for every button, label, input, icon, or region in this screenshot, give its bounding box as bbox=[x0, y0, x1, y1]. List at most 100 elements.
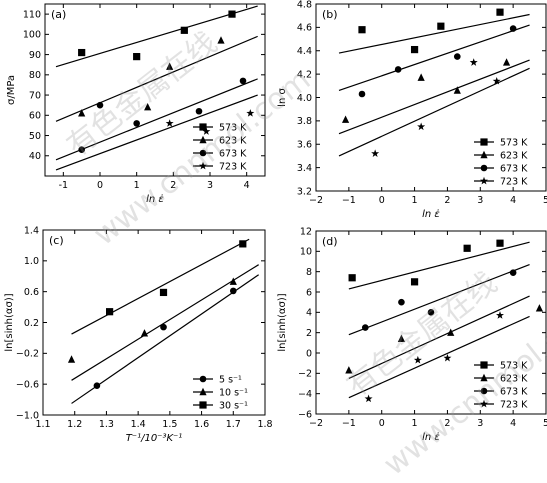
data-point-circle bbox=[96, 101, 104, 109]
x-tick-label: −1 bbox=[342, 418, 356, 429]
x-tick-label: 4 bbox=[244, 180, 250, 191]
y-tick-label: 100 bbox=[23, 30, 41, 41]
y-tick-label: 4.0 bbox=[297, 93, 312, 104]
data-point-triangle bbox=[199, 387, 207, 396]
panel-label: (a) bbox=[51, 8, 66, 21]
y-tick-label: 70 bbox=[29, 90, 41, 101]
fit-line bbox=[348, 263, 530, 336]
fit-line bbox=[55, 78, 258, 161]
fit-line bbox=[348, 241, 530, 290]
data-point-triangle bbox=[480, 150, 488, 159]
data-point-triangle bbox=[78, 109, 86, 117]
plot-frame bbox=[44, 3, 266, 177]
x-tick-label: −2 bbox=[309, 195, 323, 206]
fit-line bbox=[71, 264, 259, 381]
legend-label: 723 K bbox=[500, 400, 528, 411]
legend-label: 623 K bbox=[500, 151, 528, 162]
data-point-square bbox=[106, 308, 114, 316]
data-point-circle bbox=[509, 269, 517, 276]
data-point-square bbox=[239, 240, 247, 248]
legend-label: 573 K bbox=[500, 361, 528, 372]
data-point-star bbox=[417, 122, 426, 131]
y-axis-label: ln σ bbox=[277, 88, 288, 107]
x-tick-label: 3 bbox=[207, 180, 213, 191]
data-point-circle bbox=[480, 387, 488, 395]
data-point-square bbox=[78, 48, 86, 57]
y-axis-label: ln[sinh(ασ)] bbox=[277, 293, 288, 351]
fit-line bbox=[348, 295, 530, 379]
legend-label: 673 K bbox=[500, 164, 528, 175]
panel-label: (b) bbox=[322, 8, 338, 21]
data-point-star bbox=[492, 76, 501, 85]
data-point-square bbox=[180, 26, 188, 34]
x-tick-label: 2 bbox=[444, 418, 450, 429]
data-point-square bbox=[496, 8, 504, 16]
y-tick-label: 40 bbox=[29, 151, 41, 162]
y-tick-label: 12 bbox=[300, 226, 312, 237]
data-point-triangle bbox=[140, 329, 149, 337]
data-point-star bbox=[202, 127, 211, 135]
y-tick-label: −0.6 bbox=[16, 379, 39, 390]
y-tick-label: 3.6 bbox=[297, 140, 312, 151]
data-point-triangle bbox=[417, 73, 425, 81]
y-tick-label: −2 bbox=[298, 369, 312, 380]
y-tick-label: −6 bbox=[298, 409, 312, 420]
data-point-circle bbox=[239, 77, 247, 85]
y-tick-label: 0.2 bbox=[24, 318, 39, 329]
fit-line bbox=[71, 238, 250, 335]
legend-label: 673 K bbox=[219, 149, 247, 160]
data-point-square bbox=[199, 401, 207, 409]
fit-line bbox=[71, 274, 259, 404]
x-tick-label: 2 bbox=[170, 180, 176, 191]
legend-label: 573 K bbox=[500, 138, 528, 149]
data-point-square bbox=[199, 123, 207, 131]
data-point-square bbox=[480, 361, 488, 369]
legend-label: 10 s⁻¹ bbox=[219, 388, 248, 399]
fit-line bbox=[55, 35, 258, 122]
x-axis-label: T⁻¹/10⁻³K⁻¹ bbox=[126, 433, 183, 444]
legend-label: 673 K bbox=[500, 387, 528, 398]
y-tick-label: 60 bbox=[29, 111, 41, 122]
fit-line bbox=[55, 5, 258, 68]
x-tick-label: 3 bbox=[477, 418, 483, 429]
x-axis-label: ln ε̇ bbox=[422, 431, 440, 443]
data-point-square bbox=[348, 274, 356, 282]
legend-label: 5 s⁻¹ bbox=[219, 375, 242, 386]
data-point-triangle bbox=[453, 86, 461, 94]
x-tick-label: 4 bbox=[510, 195, 516, 206]
data-point-square bbox=[463, 244, 471, 252]
data-point-star bbox=[246, 109, 255, 117]
data-point-triangle bbox=[447, 328, 455, 336]
x-tick-label: 1.7 bbox=[226, 419, 241, 430]
fit-line bbox=[348, 315, 530, 399]
data-point-circle bbox=[199, 375, 207, 383]
data-point-star bbox=[371, 149, 380, 157]
panel-a: -1 0 1 2 3 4 40 50 60 70 80 90 100 110 (a) ln ε̇ σ/MPa 57… bbox=[6, 3, 266, 205]
x-tick-label: −2 bbox=[309, 418, 323, 429]
y-tick-label: −1.0 bbox=[16, 410, 39, 421]
x-tick-label: 5 bbox=[543, 418, 547, 429]
x-tick-label: 1.1 bbox=[35, 419, 50, 430]
y-tick-label: 4.4 bbox=[297, 46, 312, 57]
data-point-triangle bbox=[345, 366, 353, 374]
plot-frame bbox=[315, 230, 547, 415]
data-point-circle bbox=[361, 324, 369, 331]
x-tick-label: 1 bbox=[412, 195, 418, 206]
y-tick-label: 10 bbox=[300, 247, 312, 258]
data-point-square bbox=[496, 239, 504, 247]
y-tick-label: 0 bbox=[306, 348, 312, 359]
fit-line bbox=[338, 59, 530, 135]
x-tick-label: 0 bbox=[379, 418, 385, 429]
fit-line bbox=[338, 24, 530, 92]
y-tick-label: 3.8 bbox=[297, 116, 312, 127]
data-point-square bbox=[133, 53, 141, 61]
data-point-triangle bbox=[480, 373, 488, 382]
y-tick-label: 1.4 bbox=[24, 225, 39, 236]
data-point-triangle bbox=[502, 58, 511, 66]
data-point-square bbox=[410, 278, 419, 286]
panel-label: (d) bbox=[322, 235, 338, 248]
x-tick-label: 1.8 bbox=[257, 419, 272, 430]
panel-label: (c) bbox=[49, 234, 64, 247]
data-point-triangle bbox=[166, 62, 174, 70]
data-point-circle bbox=[78, 146, 85, 153]
